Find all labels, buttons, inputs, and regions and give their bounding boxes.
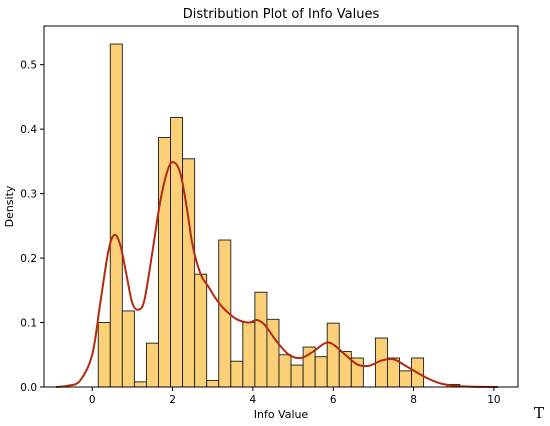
x-tick-label: 4 [250,394,257,406]
y-tick-label: 0.5 [20,60,37,72]
kde-layer [55,161,498,388]
x-tick-label: 10 [487,394,500,406]
histogram-bar [158,137,171,388]
x-axis-label: Info Value [254,408,309,421]
y-tick-label: 0.3 [20,189,37,201]
y-ticks: 0.0 0.1 0.2 0.3 0.4 0.5 [20,60,44,394]
histogram-bar [121,310,135,388]
y-tick-label: 0.1 [20,318,37,330]
histogram-bar [278,354,292,388]
histogram-bar [133,381,147,388]
histogram-bar [97,322,111,388]
histogram-bar [314,356,328,388]
bars-layer [97,43,461,388]
x-tick-label: 0 [89,394,96,406]
histogram-bar [338,351,352,388]
histogram-bar [326,322,340,388]
histogram-bar [230,360,244,388]
histogram-bar [145,342,159,388]
histogram-bar [206,380,220,388]
y-tick-label: 0.0 [20,382,37,394]
x-tick-label: 8 [410,394,417,406]
histogram-bar [254,291,268,388]
histogram-bar [109,43,123,388]
y-tick-label: 0.4 [20,124,37,136]
plot-frame [43,25,519,388]
x-ticks: 0 2 4 6 8 10 [89,387,501,406]
kde-line [55,161,498,388]
x-tick-label: 2 [169,394,176,406]
y-tick-label: 0.2 [20,253,37,265]
y-axis-label: Density [3,185,16,227]
chart-title: Distribution Plot of Info Values [183,7,380,22]
histogram-bar [290,364,304,388]
histogram-bar [386,357,400,388]
x-tick-label: 6 [330,394,337,406]
corner-mark: T [533,404,544,422]
histogram-bar [170,117,184,388]
histogram-bar [242,322,256,388]
histogram-bar [399,370,413,388]
histogram-bar [194,273,208,388]
